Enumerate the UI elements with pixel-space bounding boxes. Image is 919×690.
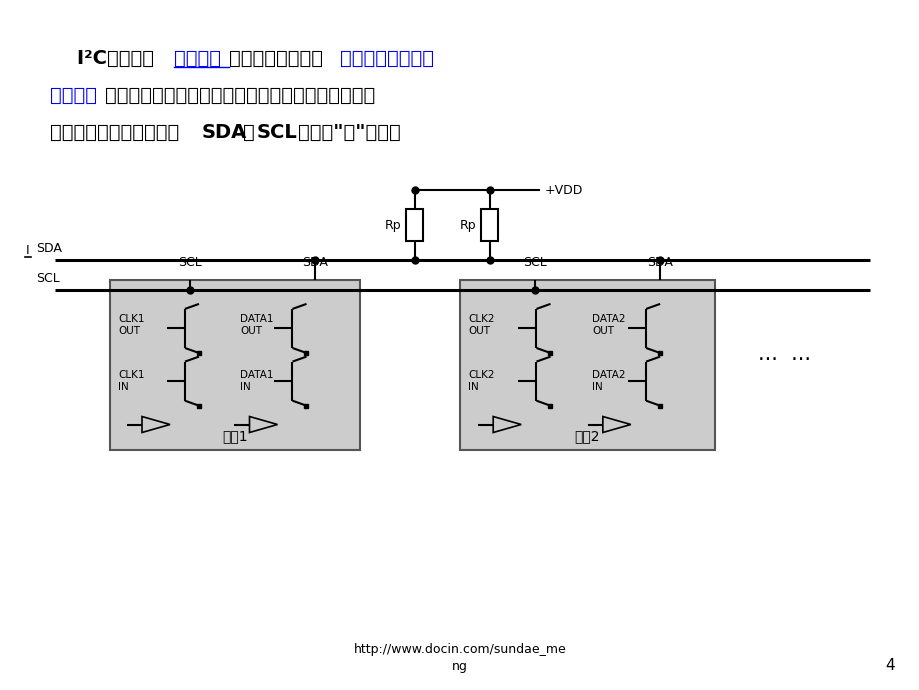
Text: 为高电平: 为高电平 [50, 86, 96, 104]
Text: SCL: SCL [523, 255, 546, 268]
Text: I²C总线通过: I²C总线通过 [50, 48, 153, 68]
Text: CLK1
IN: CLK1 IN [118, 370, 144, 393]
Text: 的信号变低，即各器件的: 的信号变低，即各器件的 [50, 123, 179, 141]
Text: 空闲时，两根线均: 空闲时，两根线均 [339, 48, 434, 68]
Text: 及: 及 [243, 123, 255, 141]
Text: 器件1: 器件1 [222, 429, 247, 443]
Text: DATA2
IN: DATA2 IN [592, 370, 625, 393]
Text: SCL: SCL [178, 255, 201, 268]
Text: 都是线"与"关系。: 都是线"与"关系。 [298, 123, 401, 141]
Text: DATA1
IN: DATA1 IN [240, 370, 273, 393]
Text: CLK2
IN: CLK2 IN [468, 370, 494, 393]
Text: ···  ···: ··· ··· [757, 350, 811, 370]
Text: 器件2: 器件2 [574, 429, 599, 443]
Text: +VDD: +VDD [544, 184, 583, 197]
Text: CLK1
OUT: CLK1 OUT [118, 314, 144, 336]
Text: SCL: SCL [36, 271, 60, 284]
Text: SDA: SDA [36, 241, 62, 255]
Text: 。连到总线上的任一器件输出的低电平，都将使总线: 。连到总线上的任一器件输出的低电平，都将使总线 [105, 86, 375, 104]
Text: DATA1
OUT: DATA1 OUT [240, 314, 273, 336]
Bar [406, 209, 423, 241]
Bar [481, 209, 498, 241]
Text: 接正电源。当总线: 接正电源。当总线 [229, 48, 323, 68]
Bar [460, 280, 714, 450]
Text: SCL: SCL [256, 123, 298, 141]
Text: http://www.docin.com/sundae_me
ng: http://www.docin.com/sundae_me ng [353, 643, 566, 673]
Text: SDA: SDA [301, 255, 327, 268]
Text: 上拉电阰: 上拉电阰 [174, 48, 221, 68]
Text: CLK2
OUT: CLK2 OUT [468, 314, 494, 336]
Text: SDA: SDA [646, 255, 672, 268]
Bar [110, 280, 359, 450]
Text: SDA: SDA [201, 123, 247, 141]
Text: 4: 4 [884, 658, 894, 673]
Text: Rp: Rp [460, 219, 476, 232]
Text: Rp: Rp [384, 219, 401, 232]
Text: I: I [26, 244, 29, 257]
Text: DATA2
OUT: DATA2 OUT [592, 314, 625, 336]
